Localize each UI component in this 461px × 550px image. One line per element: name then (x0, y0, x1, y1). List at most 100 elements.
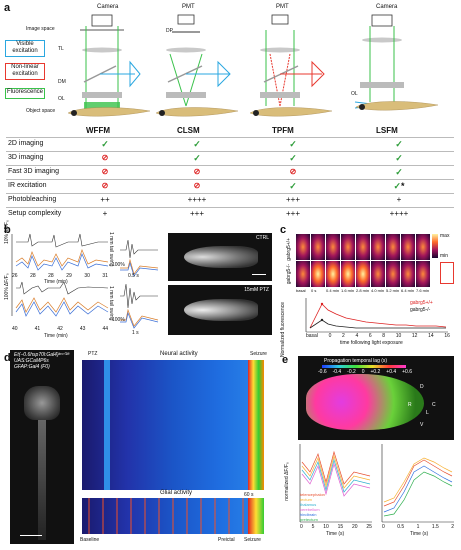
c-colorbar-max: max (440, 233, 450, 239)
c-graph-ylabel: Normalized fluorescence (280, 302, 286, 358)
d-baseline-label: Baseline (80, 537, 100, 543)
b-image-ptz-label: 15mM PTZ (244, 287, 269, 293)
c-fish-image (356, 234, 370, 260)
c-time-label: 6.4 min (401, 288, 415, 293)
method-tpfm: TPFM (272, 126, 294, 135)
check-icon: ✓ (289, 153, 297, 163)
c-fish-image (326, 261, 340, 287)
detector-clsm: PMT (182, 4, 195, 10)
table-cell-value: ++++ (187, 195, 207, 204)
c-tick-label: basal (306, 333, 318, 339)
b-inset-time-top: 0.5 s (128, 273, 139, 279)
check-icon: ✓ (289, 139, 297, 149)
d-neural-heatmap (82, 360, 264, 490)
c-colorbar (432, 234, 438, 258)
table-row-label: Photobleaching (8, 196, 57, 203)
c-graph-xlabel: time following light exposure (340, 340, 403, 346)
e-tick-label: 20 (352, 524, 358, 530)
b-tick-label: 44 (102, 326, 108, 332)
c-time-label: 0.4 min (326, 288, 340, 293)
panel-e-label: e (282, 354, 289, 366)
table-separator (6, 137, 454, 138)
table-cell-value: ++++ (389, 209, 409, 218)
e-legend-entry: hindbrain (300, 512, 317, 517)
table-cell-value: +++ (285, 209, 300, 218)
check-icon: ✓ (395, 153, 403, 163)
b-image-ctrl-label: CTRL (255, 235, 269, 241)
table-row-label: Fast 3D imaging (8, 168, 59, 175)
e-traces (299, 444, 454, 523)
c-fish-image (341, 234, 355, 260)
not-supported-icon: ⊘ (101, 181, 109, 190)
c-fish-image (386, 234, 400, 260)
b-xaxis-bottom: 40 41 42 43 44 (12, 326, 108, 332)
c-time-label: 2.8 min (356, 288, 370, 293)
b-ylabel-top: 10% ΔF/F₀ (4, 219, 10, 244)
c-tick-label: 8 (382, 333, 386, 339)
c-fish-image (386, 261, 400, 287)
e-legend-entry: tectum (300, 497, 313, 502)
dp-label: DP (166, 28, 173, 34)
e-legend-entry: telencephalon (300, 492, 325, 497)
d-seizure-label: Seizure (250, 351, 267, 357)
e-colorbar-tick: +0.2 (370, 369, 381, 375)
c-fish-image (371, 261, 385, 287)
dm-label: DM (58, 79, 66, 85)
panel-c-label: c (280, 224, 287, 236)
d-transgene-2: UAS:GCaMP6s (14, 358, 49, 364)
c-tick-label: 2 (342, 333, 345, 339)
e-axis-v: V (420, 422, 424, 428)
b-tick-label: 28 (30, 273, 36, 279)
c-legend-wt: gabrg5+/+ (410, 300, 433, 306)
c-genotype-ko: gabrg5-/- (286, 264, 292, 285)
c-legend-ko: gabrg5-/- (410, 307, 431, 313)
e-axis-d: D (420, 384, 424, 390)
d-transgene-3: GFAP:Gal4 (F0) (14, 364, 50, 370)
table-separator (6, 207, 454, 208)
fish-clsm (155, 107, 239, 117)
b-tick-label: 41 (34, 326, 41, 332)
c-fish-image (401, 261, 415, 287)
c-tick-label: 6 (368, 333, 372, 339)
d-preictal-label: Preictal (218, 537, 235, 543)
method-clsm: CLSM (177, 126, 200, 135)
object-space-label: Object space (26, 108, 56, 114)
wffm-schematic (80, 14, 141, 112)
panel-b-traces (11, 233, 109, 317)
detector-tpfm: PMT (276, 4, 289, 10)
microscope-schematics (67, 14, 439, 117)
d-neural-title: Neural activity (160, 351, 198, 357)
c-fish-outline (440, 262, 454, 284)
check-icon: ✓ (289, 181, 297, 191)
b-inset-label-bottom: 100% (112, 317, 125, 323)
e-legend: telencephalon tectum thalamus cerebellum hin… (300, 492, 340, 522)
b-inset-traces (120, 239, 159, 329)
tl-label: TL (58, 46, 64, 52)
c-fish-image (311, 261, 325, 287)
e-colorbar-tick: 0 (361, 369, 365, 375)
e-tick-label: 1.5 (431, 524, 439, 530)
e-left-ylabel: normalized ΔF/F₀ (284, 462, 290, 501)
table-separator (6, 179, 454, 180)
c-tick-label: 16 (444, 333, 450, 339)
c-time-label: 5.2 min (386, 288, 400, 293)
table-row-label: Setup complexity (8, 210, 62, 217)
check-icon: ✓* (393, 181, 405, 191)
check-icon: ✓ (101, 139, 109, 149)
b-image-ptz: 15mM PTZ (168, 285, 272, 335)
ol-label-lsfm: OL (351, 91, 358, 97)
legend-nonlinear-excitation: Non-linear excitation (5, 63, 45, 80)
d-time-scale: 60 s (244, 492, 254, 498)
b-scale-top: 1 mm tail swing (108, 232, 114, 267)
table-cell-value: ++ (100, 195, 110, 204)
c-fish-image (416, 234, 430, 260)
e-left-xlabel: Time (s) (326, 531, 345, 537)
table-row-label: 3D imaging (8, 154, 44, 161)
e-left-xticks: 0 5 10 15 20 25 (300, 524, 372, 530)
e-tick-label: 10 (323, 524, 329, 530)
e-tick-label: 0 (382, 524, 385, 530)
c-tick-label: 14 (428, 333, 434, 339)
e-colorbar-ticks: -0.6 -0.4 -0.2 0 +0.2 +0.4 +0.6 (318, 369, 412, 375)
table-cell-value: +++ (285, 195, 300, 204)
d-fish-image (10, 350, 74, 544)
